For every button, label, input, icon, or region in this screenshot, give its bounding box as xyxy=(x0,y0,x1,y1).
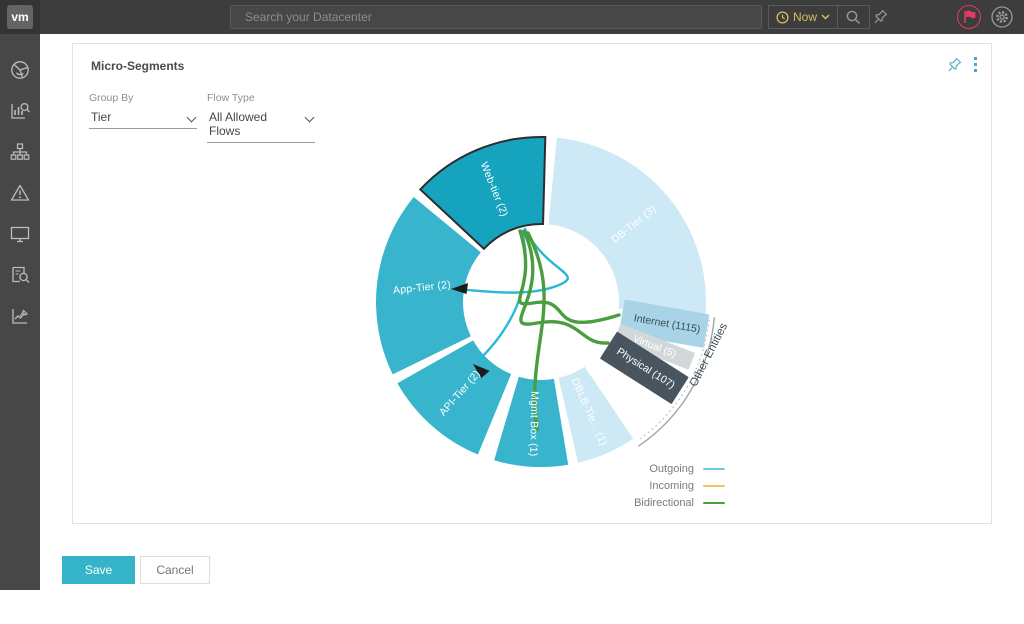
legend-swatch xyxy=(703,467,725,471)
logo-cell: vm xyxy=(0,0,40,34)
sidebar-item-dashboard[interactable] xyxy=(8,58,32,82)
more-options-button[interactable] xyxy=(974,57,977,72)
sidebar-item-audit[interactable] xyxy=(8,263,32,287)
segment-dblb-tier[interactable] xyxy=(558,366,634,463)
bar-physical[interactable] xyxy=(600,331,689,404)
time-range-label: Now xyxy=(792,10,817,24)
flow-type-value[interactable]: All Allowed Flows xyxy=(207,107,315,143)
top-bar: vm Now xyxy=(0,0,1024,34)
flow-bidirectional-web-tier-to-physical xyxy=(519,229,610,345)
legend-row-bidirectional: Bidirectional xyxy=(634,497,725,509)
pin-icon xyxy=(874,9,888,24)
bar-chart-search-icon xyxy=(11,102,30,119)
panel-title: Micro-Segments xyxy=(91,59,185,73)
legend-swatch xyxy=(703,484,725,488)
segment-web-tier[interactable] xyxy=(418,136,547,251)
legend-label: Incoming xyxy=(649,480,694,492)
pin-widget-button[interactable] xyxy=(947,56,963,78)
clock-icon xyxy=(776,10,789,24)
legend-label: Outgoing xyxy=(649,463,694,475)
vmware-logo[interactable]: vm xyxy=(7,5,33,29)
flow-type-select[interactable]: Flow Type All Allowed Flows xyxy=(207,92,315,143)
settings-button[interactable] xyxy=(991,6,1013,28)
sidebar-item-desktop[interactable] xyxy=(8,222,32,246)
kebab-dot xyxy=(974,63,977,66)
monitor-icon xyxy=(10,226,30,243)
flow-bidirectional-web-tier-to-mgmt-box xyxy=(526,231,546,432)
sidebar-item-topology[interactable] xyxy=(8,140,32,164)
sidebar-item-analytics[interactable] xyxy=(8,99,32,123)
legend-row-outgoing: Outgoing xyxy=(649,463,725,475)
group-by-select[interactable]: Group By Tier xyxy=(89,92,197,129)
gear-icon xyxy=(991,6,1013,28)
save-button[interactable]: Save xyxy=(62,556,135,584)
sidebar-item-alerts[interactable] xyxy=(8,181,32,205)
topology-icon xyxy=(10,143,30,160)
flow-arrowhead xyxy=(473,364,490,379)
search-icon xyxy=(846,10,860,24)
flag-icon xyxy=(963,10,975,23)
kebab-dot xyxy=(974,69,977,72)
segment-db-tier[interactable] xyxy=(548,137,706,317)
chart-pin-icon xyxy=(12,309,29,324)
group-by-label: Group By xyxy=(89,92,134,104)
group-by-value[interactable]: Tier xyxy=(89,107,197,129)
segment-label: Mgmt Box (1) xyxy=(527,391,540,457)
legend-row-incoming: Incoming xyxy=(649,480,725,492)
other-entities-bracket xyxy=(637,317,715,447)
pin-icon xyxy=(948,57,962,72)
pinboard-button[interactable] xyxy=(873,8,889,30)
bar-virtual[interactable] xyxy=(614,323,695,370)
warning-triangle-icon xyxy=(10,184,30,201)
micro-segments-panel: Micro-Segments Group By Tier Flow Type A… xyxy=(72,43,992,524)
chart-legend: Outgoing Incoming Bidirectional xyxy=(634,463,725,509)
flow-bidirectional-web-tier-to-internet xyxy=(517,229,621,325)
document-search-icon xyxy=(12,266,30,283)
flow-arrowhead xyxy=(451,283,468,294)
segment-app-tier[interactable] xyxy=(376,197,481,375)
notifications-flag-button[interactable] xyxy=(957,5,981,29)
search-input[interactable] xyxy=(230,5,762,29)
micro-segments-donut-chart: Web-tier (2)DB-Tier (3)DBLB-Tie... (1)Mg… xyxy=(376,136,730,467)
search-button[interactable] xyxy=(837,5,870,29)
legend-label: Bidirectional xyxy=(634,497,694,509)
sidebar-item-pinned-charts[interactable] xyxy=(8,304,32,328)
donut-chart-icon xyxy=(11,61,29,79)
time-range-dropdown[interactable]: Now xyxy=(768,5,838,29)
flow-outgoing-web-tier-to-app-tier xyxy=(455,227,569,294)
legend-swatch xyxy=(703,501,725,505)
kebab-dot xyxy=(974,57,977,60)
segment-mgmt-box[interactable] xyxy=(494,376,569,467)
flow-type-label: Flow Type xyxy=(207,92,255,104)
chevron-down-icon xyxy=(821,14,830,20)
left-nav-sidebar xyxy=(0,34,40,590)
cancel-button[interactable]: Cancel xyxy=(140,556,210,584)
